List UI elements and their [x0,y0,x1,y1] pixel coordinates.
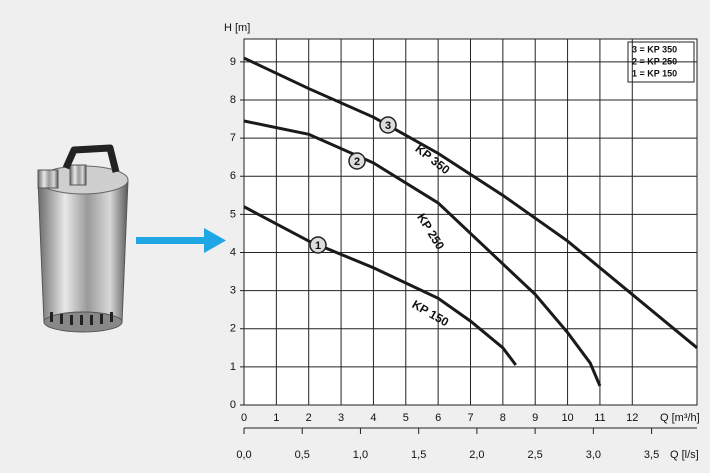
chart: H [m] Q [m³/h] Q [l/s] 01234567891011120… [0,0,710,468]
curve-marker-label: 1 [315,240,321,252]
x-tick-label: 2 [306,412,312,424]
y-tick-label: 2 [230,323,236,335]
x-tick-label: 11 [594,412,605,424]
legend-entry: 1 = KP 150 [632,68,677,78]
x2-tick-label: 1,0 [353,449,368,461]
x-tick-label: 5 [403,412,409,424]
x-tick-label: 12 [626,412,638,424]
y-tick-label: 6 [230,170,236,182]
y-tick-label: 3 [230,285,236,297]
x-tick-label: 3 [338,412,344,424]
y-tick-label: 1 [230,361,236,373]
x-tick-label: 4 [370,412,376,424]
legend-entry: 3 = KP 350 [632,44,677,54]
y-tick-label: 5 [230,208,236,220]
x2-tick-label: 1,5 [411,449,426,461]
y-tick-label: 0 [230,399,236,411]
x2-tick-label: 0,5 [295,449,310,461]
curve-marker-label: 3 [385,120,391,132]
x2-tick-label: 2,5 [527,449,542,461]
x-tick-label: 10 [561,412,573,424]
x-axis-label: Q [m³/h] [660,412,700,424]
x-tick-label: 8 [500,412,506,424]
x-tick-label: 6 [435,412,441,424]
x2-tick-label: 0,0 [236,449,251,461]
legend-entry: 2 = KP 250 [632,56,677,66]
y-tick-label: 4 [230,246,236,258]
y-tick-label: 8 [230,94,236,106]
x-tick-label: 7 [467,412,473,424]
x-tick-label: 0 [241,412,247,424]
x2-axis-label: Q [l/s] [670,449,699,461]
y-tick-label: 9 [230,56,236,68]
x2-tick-label: 2,0 [469,449,484,461]
x2-tick-label: 3,0 [586,449,601,461]
x2-tick-label: 3,5 [644,449,659,461]
y-tick-label: 7 [230,132,236,144]
curve-marker-label: 2 [354,156,360,168]
pump-image [38,148,128,332]
x-tick-label: 9 [532,412,538,424]
x-tick-label: 1 [273,412,279,424]
y-axis-label: H [m] [224,22,250,34]
